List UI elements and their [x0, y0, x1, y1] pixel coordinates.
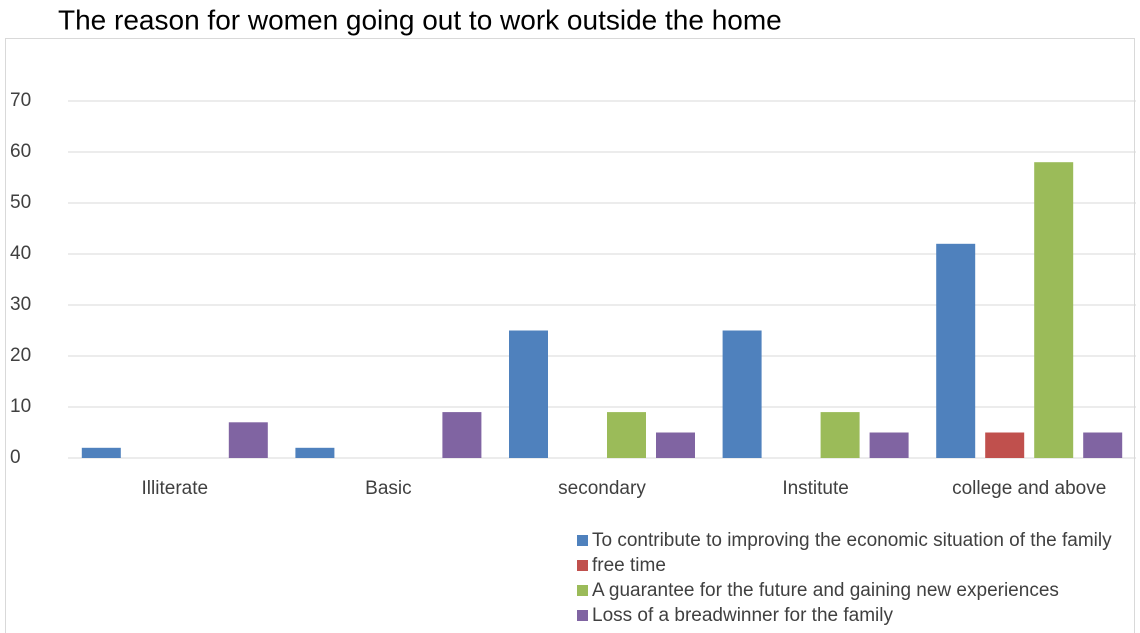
bar: [869, 432, 909, 458]
bar: [509, 330, 548, 458]
title-backdrop: [0, 0, 1140, 38]
legend-swatch: [577, 560, 588, 571]
y-tick-label: 40: [10, 243, 31, 264]
legend-label: Loss of a breadwinner for the family: [592, 605, 893, 626]
bar: [442, 412, 482, 458]
legend-swatch: [577, 610, 588, 621]
y-tick-label: 70: [10, 90, 31, 111]
chart-title: The reason for women going out to work o…: [58, 4, 782, 35]
bar: [1083, 432, 1123, 458]
legend-swatch: [577, 585, 588, 596]
bar: [985, 432, 1025, 458]
y-tick-label: 20: [10, 345, 31, 366]
legend-swatch: [577, 535, 588, 546]
bar: [820, 412, 860, 458]
y-tick-label: 60: [10, 141, 31, 162]
legend-label: free time: [592, 555, 666, 576]
chart-border: [5, 38, 1135, 633]
bar: [936, 243, 976, 458]
x-tick-label: secondary: [558, 478, 646, 499]
y-tick-label: 10: [10, 396, 31, 417]
legend-label: To contribute to improving the economic …: [592, 530, 1112, 551]
x-tick-label: Basic: [365, 478, 411, 499]
bar: [1034, 162, 1074, 458]
legend-label: A guarantee for the future and gaining n…: [592, 580, 1059, 601]
bar: [81, 447, 121, 458]
x-tick-label: Institute: [782, 478, 849, 499]
x-tick-label: college and above: [952, 478, 1106, 499]
bar: [656, 432, 695, 458]
bar: [607, 412, 646, 458]
y-tick-label: 0: [10, 447, 21, 468]
y-tick-label: 30: [10, 294, 31, 315]
bar: [228, 422, 268, 458]
bar: [722, 330, 762, 458]
x-tick-label: Illiterate: [142, 478, 209, 499]
bar: [295, 447, 335, 458]
y-tick-label: 50: [10, 192, 31, 213]
